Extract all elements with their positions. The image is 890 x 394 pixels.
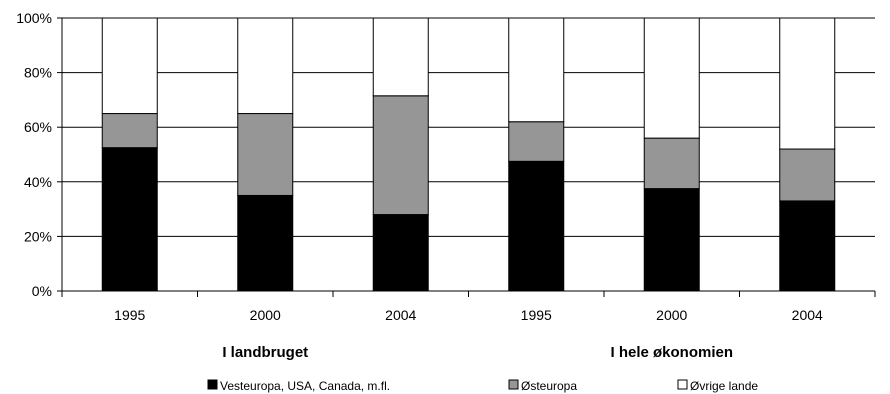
legend-label-2: Østeuropa — [521, 379, 577, 393]
y-tick-label: 80% — [24, 65, 52, 81]
bar-segment-3 — [779, 17, 836, 150]
y-tick-label: 40% — [24, 174, 52, 190]
group-label-2: I hele økonomien — [610, 344, 733, 361]
y-tick-label: 0% — [32, 283, 52, 299]
y-tick-label: 60% — [24, 119, 52, 135]
bar-segment-1 — [779, 200, 836, 292]
tick-labels: 0% 20% 40% 60% 80% 100% 1995 2000 2004 1995 2000 20… — [16, 10, 823, 323]
bar-segment-2 — [643, 137, 700, 190]
bar-segment-1 — [101, 147, 158, 292]
bar-segment-1 — [237, 194, 294, 292]
bar-segment-2 — [372, 95, 429, 216]
gridlines — [62, 17, 875, 237]
axes — [57, 17, 876, 297]
group-labels: I landbruget I hele økonomien — [222, 344, 733, 361]
y-tick-label: 100% — [16, 10, 52, 26]
bar-segment-1 — [372, 214, 429, 292]
x-tick-label: 2004 — [792, 307, 823, 323]
bar-segment-3 — [372, 17, 429, 97]
legend: Vesteuropa, USA, Canada, m.fl. Østeuropa Ø… — [207, 379, 758, 393]
x-tick-label: 2004 — [385, 307, 416, 323]
bar-segment-1 — [508, 160, 565, 292]
x-tick-label: 1995 — [521, 307, 552, 323]
x-tick-label: 2000 — [656, 307, 687, 323]
bar-segment-3 — [643, 17, 700, 139]
legend-swatch-3 — [677, 379, 688, 390]
group-label-1: I landbruget — [222, 344, 308, 361]
y-tick-label: 20% — [24, 228, 52, 244]
bar-segment-1 — [643, 188, 700, 292]
bar-segment-2 — [508, 121, 565, 162]
legend-swatch-1 — [207, 379, 218, 390]
bar-segment-2 — [101, 113, 158, 149]
bar-segment-3 — [237, 17, 294, 115]
x-tick-label: 1995 — [114, 307, 145, 323]
legend-swatch-2 — [508, 379, 519, 390]
bar-segment-3 — [508, 17, 565, 123]
bar-segment-2 — [779, 148, 836, 202]
bar-segment-3 — [101, 17, 158, 115]
legend-label-1: Vesteuropa, USA, Canada, m.fl. — [220, 379, 390, 393]
x-tick-label: 2000 — [250, 307, 281, 323]
bars — [101, 17, 836, 292]
bar-segment-2 — [237, 113, 294, 196]
legend-label-3: Øvrige lande — [690, 379, 758, 393]
